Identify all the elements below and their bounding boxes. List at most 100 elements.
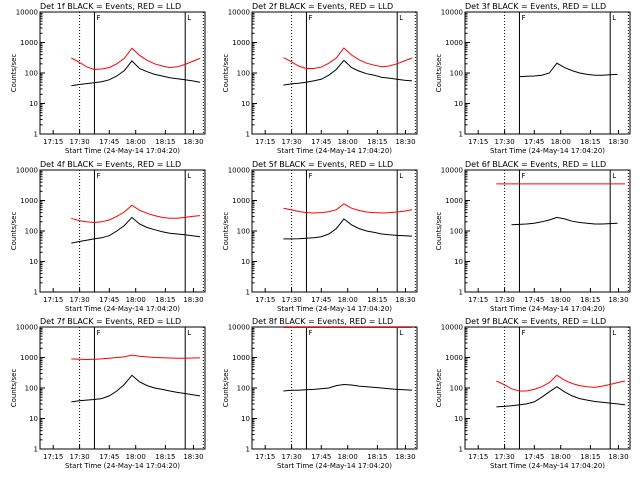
marker-label-l: L: [612, 172, 616, 180]
x-tick-label: 17:45: [99, 296, 119, 304]
chart-title: Det 1f BLACK = Events, RED = LLD: [40, 2, 181, 11]
marker-label-f: F: [521, 14, 525, 22]
plot-frame: [251, 326, 418, 450]
x-tick-label: 17:15: [255, 138, 275, 146]
x-tick-label: 17:30: [70, 453, 90, 461]
marker-label-f: F: [521, 172, 525, 180]
y-axis-label: Counts/sec: [222, 369, 230, 408]
marker-label-f: F: [96, 172, 100, 180]
x-tick-label: 18:00: [126, 453, 146, 461]
x-tick-label: 18:15: [367, 138, 387, 146]
y-tick-label: 1: [246, 131, 250, 139]
y-tick-label: 10: [241, 100, 250, 108]
chart-panel: Det 1f BLACK = Events, RED = LLD 1 10 100 10…: [10, 2, 206, 155]
x-tick-label: 17:15: [43, 296, 63, 304]
y-tick-label: 10000: [16, 167, 38, 175]
events-series-line: [511, 216, 618, 226]
events-series-line: [283, 59, 413, 86]
plot-frame: [251, 11, 418, 135]
x-tick-label: 18:15: [367, 453, 387, 461]
y-axis-label: Counts/sec: [222, 54, 230, 93]
y-axis-label: Counts/sec: [222, 212, 230, 251]
y-tick-label: 1: [34, 446, 38, 454]
events-series-line: [71, 60, 201, 87]
x-tick-label: 17:30: [495, 453, 515, 461]
chart-title: Det 7f BLACK = Events, RED = LLD: [40, 317, 181, 326]
marker-label-f: F: [308, 172, 312, 180]
x-tick-label: 18:15: [580, 138, 600, 146]
y-axis-label: Counts/sec: [435, 369, 443, 408]
x-axis-label: Start Time (24-May-14 17:04:20): [490, 147, 605, 155]
y-tick-label: 100: [25, 228, 38, 236]
x-tick-label: 18:15: [580, 453, 600, 461]
y-tick-label: 1000: [232, 354, 250, 362]
y-tick-label: 100: [25, 385, 38, 393]
y-tick-label: 10000: [441, 167, 463, 175]
y-tick-label: 10000: [228, 167, 250, 175]
plot-frame: [39, 11, 206, 135]
y-tick-label: 1: [459, 289, 463, 297]
marker-label-f: F: [96, 329, 100, 337]
y-axis-label: Counts/sec: [435, 212, 443, 251]
chart-title: Det 8f BLACK = Events, RED = LLD: [252, 317, 393, 326]
chart-panel: Det 9f BLACK = Events, RED = LLD 1 10 100 10…: [435, 317, 631, 470]
events-series-line: [71, 374, 201, 403]
x-tick-label: 17:45: [524, 453, 544, 461]
x-tick-label: 18:00: [126, 296, 146, 304]
y-tick-label: 1000: [445, 354, 463, 362]
marker-label-l: L: [612, 329, 616, 337]
x-tick-label: 17:15: [255, 296, 275, 304]
chart-panel: Det 2f BLACK = Events, RED = LLD 1 10 100 10…: [222, 2, 418, 155]
y-tick-label: 10000: [228, 324, 250, 332]
x-axis-label: Start Time (24-May-14 17:04:20): [490, 462, 605, 470]
marker-label-l: L: [399, 329, 403, 337]
x-axis-label: Start Time (24-May-14 17:04:20): [277, 305, 392, 313]
y-tick-label: 1000: [20, 39, 38, 47]
x-tick-label: 18:00: [338, 138, 358, 146]
y-tick-label: 1000: [232, 197, 250, 205]
x-tick-label: 17:30: [282, 453, 302, 461]
chart-panel: Det 6f BLACK = Events, RED = LLD 1 10 100 10…: [435, 160, 631, 313]
x-tick-label: 18:15: [367, 296, 387, 304]
marker-label-l: L: [399, 172, 403, 180]
x-tick-label: 17:45: [524, 138, 544, 146]
lld-series-line: [71, 204, 201, 224]
x-axis-label: Start Time (24-May-14 17:04:20): [65, 147, 180, 155]
x-tick-label: 17:15: [43, 453, 63, 461]
chart-panel: Det 5f BLACK = Events, RED = LLD 1 10 100 10…: [222, 160, 418, 313]
chart-title: Det 2f BLACK = Events, RED = LLD: [252, 2, 393, 11]
y-tick-label: 10: [241, 415, 250, 423]
marker-label-l: L: [187, 329, 191, 337]
y-tick-label: 100: [237, 385, 250, 393]
x-tick-label: 17:30: [495, 138, 515, 146]
y-tick-label: 10000: [228, 9, 250, 17]
x-tick-label: 17:45: [99, 453, 119, 461]
marker-label-l: L: [399, 14, 403, 22]
plot-frame: [464, 326, 631, 450]
chart-title: Det 9f BLACK = Events, RED = LLD: [465, 317, 606, 326]
events-series-line: [283, 383, 413, 392]
x-axis-label: Start Time (24-May-14 17:04:20): [277, 147, 392, 155]
marker-label-l: L: [187, 172, 191, 180]
y-tick-label: 100: [25, 70, 38, 78]
y-tick-label: 10000: [441, 324, 463, 332]
x-tick-label: 18:30: [608, 296, 628, 304]
x-tick-label: 18:30: [183, 138, 203, 146]
x-tick-label: 17:30: [70, 138, 90, 146]
x-tick-label: 18:30: [395, 296, 415, 304]
x-tick-label: 17:45: [524, 296, 544, 304]
x-tick-label: 18:30: [183, 453, 203, 461]
y-tick-label: 1000: [20, 197, 38, 205]
y-tick-label: 100: [237, 228, 250, 236]
lld-series-line: [71, 47, 201, 71]
marker-label-l: L: [612, 14, 616, 22]
lld-series-line: [283, 47, 413, 69]
x-axis-label: Start Time (24-May-14 17:04:20): [490, 305, 605, 313]
x-tick-label: 17:15: [255, 453, 275, 461]
x-tick-label: 17:30: [282, 138, 302, 146]
x-tick-label: 18:00: [551, 296, 571, 304]
chart-panel: Det 7f BLACK = Events, RED = LLD 1 10 100 10…: [10, 317, 206, 470]
x-tick-label: 17:45: [311, 138, 331, 146]
events-series-line: [71, 216, 201, 244]
marker-label-f: F: [96, 14, 100, 22]
